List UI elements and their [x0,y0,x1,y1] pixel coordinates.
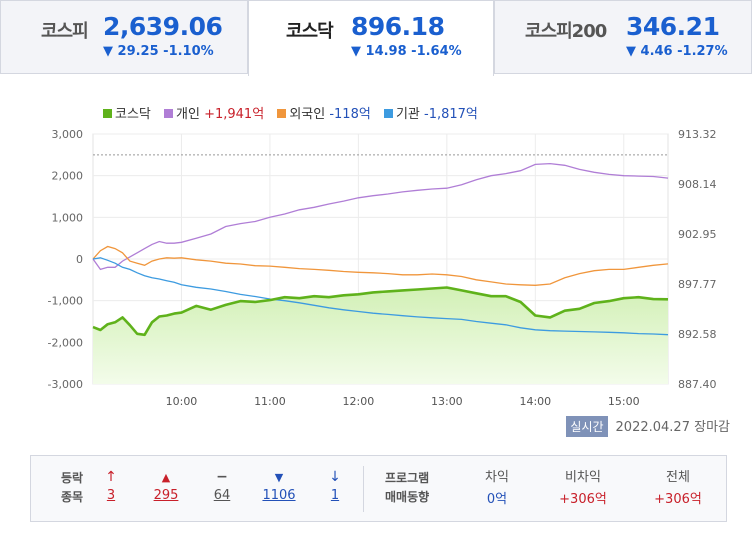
legend-label: 외국인 [289,107,326,122]
y-left-tick-label: 0 [76,253,83,266]
legend-kosdaq[interactable]: 코스닥 [103,103,151,122]
legend-foreign[interactable]: 외국인 -118억 [277,103,371,122]
x-tick-label: 12:00 [343,395,375,408]
program-non-arbitrage: 비차익 +306억 [543,467,623,507]
y-right-tick-label: 897.77 [678,278,717,291]
lower-limit-count[interactable]: 1 [330,488,340,503]
legend-value: -1,817억 [424,107,478,122]
kosdaq-area [93,287,668,384]
y-left-tick-label: 2,000 [52,170,84,183]
status-text: 장마감 [694,420,730,435]
y-right-tick-label: 887.40 [678,378,717,391]
series-institution-line [92,257,669,336]
upper-limit-count[interactable]: 3 [106,488,116,503]
market-status: 실시간 2022.04.27 장마감 [566,416,730,437]
unchanged-icon: − [216,469,228,485]
legend-swatch [277,109,287,118]
y-left-tick-label: -2,000 [48,336,83,349]
legend-label: 개인 [176,107,200,122]
stat-unchanged: − 64 [202,467,242,503]
stat-falling: ▼ 1106 [259,467,299,503]
x-tick-label: 15:00 [608,395,640,408]
tab-kosdaq-name: 코스닥 [286,21,334,42]
rising-icon: ▲ [161,471,171,484]
unchanged-count[interactable]: 64 [213,488,231,503]
series-foreign-line [92,245,669,286]
tab-kospi[interactable]: 코스피 2,639.06 ▼ 29.25 -1.10% [0,0,248,74]
arbitrage-header: 차익 [485,470,509,485]
series-individual-line [92,162,669,271]
legend-institution[interactable]: 기관 -1,817억 [383,103,478,122]
tab-kospi200-change: ▼ 4.46 -1.27% [626,44,728,59]
tab-kospi200[interactable]: 코스피200 346.21 ▼ 4.46 -1.27% [494,0,752,74]
legend-individual[interactable]: 개인 +1,941억 [164,103,264,122]
rising-count[interactable]: 295 [153,488,179,503]
legend-swatch [164,109,174,118]
panel-divider [363,466,364,512]
y-left-tick-label: -1,000 [48,295,83,308]
x-tick-label: 10:00 [166,395,198,408]
stat-lower-limit: ↓ 1 [315,467,355,503]
stat-rising: ▲ 295 [146,467,186,503]
market-breadth-panel: 등락 종목 ↑ 3 ▲ 295 − 64 ▼ 1106 ↓ 1 프로그램 매매동향 … [30,455,727,522]
legend-value: -118억 [329,107,371,122]
index-tabs: 코스피 2,639.06 ▼ 29.25 -1.10% 코스닥 896.18 ▼… [0,0,752,76]
legend-swatch [383,109,393,118]
lower-limit-icon: ↓ [329,469,341,485]
series-kosdaq-line [92,286,669,337]
non-arbitrage-value: +306억 [559,492,607,507]
tab-kosdaq-value: 896.18 [351,12,445,41]
program-label-line2: 매매동향 [385,490,430,504]
investor-trend-chart: 3,000 2,000 1,000 0 -1,000 -2,000 -3,000 913.32… [48,128,717,408]
legend-swatch [103,109,112,118]
tab-kospi-value: 2,639.06 [103,12,223,41]
x-tick-label: 11:00 [254,395,286,408]
y-right-tick-label: 908.14 [678,178,717,191]
x-tick-label: 14:00 [519,395,551,408]
tab-kospi200-name: 코스피200 [525,21,607,42]
legend-label: 기관 [395,107,420,122]
breadth-label-line2: 종목 [61,490,84,504]
tab-kospi-change: ▼ 29.25 -1.10% [103,44,214,59]
program-label-line1: 프로그램 [385,471,430,485]
falling-count[interactable]: 1106 [262,488,296,503]
tab-kospi-name: 코스피 [41,21,89,42]
program-arbitrage: 차익 0억 [467,467,527,507]
tab-kosdaq[interactable]: 코스닥 896.18 ▼ 14.98 -1.64% [248,0,494,76]
y-right-tick-label: 892.58 [678,328,717,341]
tab-kosdaq-change: ▼ 14.98 -1.64% [351,44,462,59]
stat-upper-limit: ↑ 3 [91,467,131,503]
legend-label: 코스닥 [115,107,151,122]
y-right-tick-label: 902.95 [678,228,717,241]
upper-limit-icon: ↑ [105,469,117,485]
tab-kospi200-value: 346.21 [626,12,720,41]
y-left-tick-label: 3,000 [52,128,84,141]
falling-icon: ▼ [274,471,284,484]
y-right-tick-label: 913.32 [678,128,717,141]
arbitrage-value: 0억 [486,492,508,507]
realtime-badge[interactable]: 실시간 [566,416,608,437]
non-arbitrage-header: 비차익 [565,470,601,485]
y-left-tick-label: -3,000 [48,378,83,391]
x-tick-label: 13:00 [431,395,463,408]
total-header: 전체 [666,470,690,485]
legend-value: +1,941억 [204,107,265,122]
total-value: +306억 [654,492,702,507]
y-left-tick-label: 1,000 [52,211,84,224]
breadth-label-line1: 등락 [61,471,84,485]
chart-legend: 코스닥 개인 +1,941억 외국인 -118억 기관 -1,817억 [103,103,487,122]
status-date: 2022.04.27 [615,420,690,435]
program-total: 전체 +306억 [638,467,718,507]
